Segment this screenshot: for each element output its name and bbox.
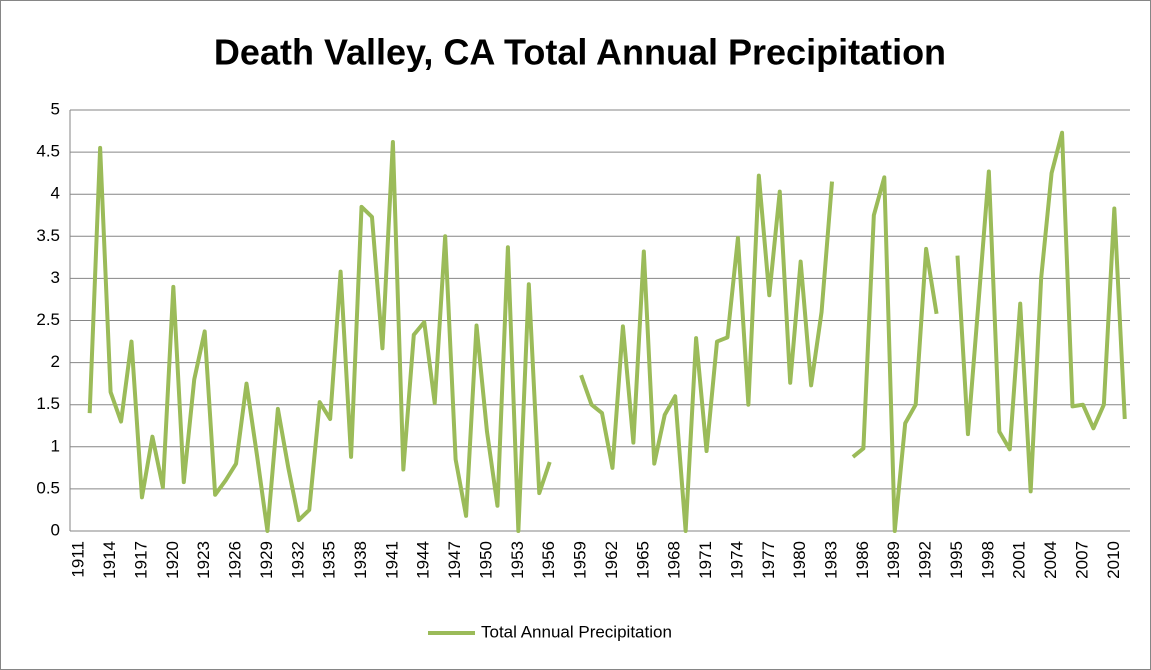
x-tick-label: 1992 (916, 541, 935, 579)
chart-title: Death Valley, CA Total Annual Precipitat… (214, 32, 946, 73)
y-tick-label: 2.5 (36, 310, 60, 329)
x-tick-label: 2007 (1072, 541, 1091, 579)
x-tick-label: 1980 (790, 541, 809, 579)
series-line (955, 130, 1127, 494)
x-tick-label: 1995 (947, 541, 966, 579)
x-tick-label: 1956 (539, 541, 558, 579)
x-tick-label: 1923 (194, 541, 213, 579)
series-line (87, 140, 552, 533)
y-tick-label: 1 (51, 436, 60, 455)
x-tick-label: 1932 (288, 541, 307, 579)
x-tick-label: 1935 (320, 541, 339, 579)
legend-label: Total Annual Precipitation (481, 622, 672, 641)
x-tick-label: 1953 (508, 541, 527, 579)
x-tick-label: 2001 (1010, 541, 1029, 579)
x-tick-label: 1998 (978, 541, 997, 579)
x-tick-label: 1977 (759, 541, 778, 579)
x-tick-label: 1914 (100, 541, 119, 579)
x-tick-label: 1950 (476, 541, 495, 579)
x-tick-label: 1968 (665, 541, 684, 579)
x-tick-label: 1959 (571, 541, 590, 579)
y-tick-label: 1.5 (36, 394, 60, 413)
y-tick-label: 0.5 (36, 478, 60, 497)
x-tick-label: 2004 (1041, 541, 1060, 579)
y-tick-label: 3.5 (36, 226, 60, 245)
y-tick-label: 0 (51, 520, 60, 539)
y-tick-label: 4.5 (36, 142, 60, 161)
x-tick-label: 1926 (226, 541, 245, 579)
y-tick-label: 3 (51, 268, 60, 287)
x-tick-label: 2010 (1104, 541, 1123, 579)
x-tick-label: 1938 (351, 541, 370, 579)
x-tick-label: 1965 (633, 541, 652, 579)
y-tick-label: 2 (51, 352, 60, 371)
x-tick-label: 1944 (414, 541, 433, 579)
y-tick-label: 5 (51, 99, 60, 118)
x-tick-label: 1983 (822, 541, 841, 579)
series-line (851, 175, 939, 533)
x-tick-label: 1962 (602, 541, 621, 579)
series-line (579, 173, 835, 533)
x-tick-label: 1911 (69, 541, 88, 578)
x-tick-label: 1971 (696, 541, 715, 579)
x-tick-label: 1947 (445, 541, 464, 579)
x-tick-label: 1986 (853, 541, 872, 579)
x-tick-label: 1989 (884, 541, 903, 579)
x-tick-label: 1941 (382, 541, 401, 579)
x-tick-label: 1974 (727, 541, 746, 579)
x-tick-label: 1917 (131, 541, 150, 579)
y-tick-label: 4 (51, 184, 60, 203)
x-tick-label: 1920 (163, 541, 182, 579)
x-tick-label: 1929 (257, 541, 276, 579)
